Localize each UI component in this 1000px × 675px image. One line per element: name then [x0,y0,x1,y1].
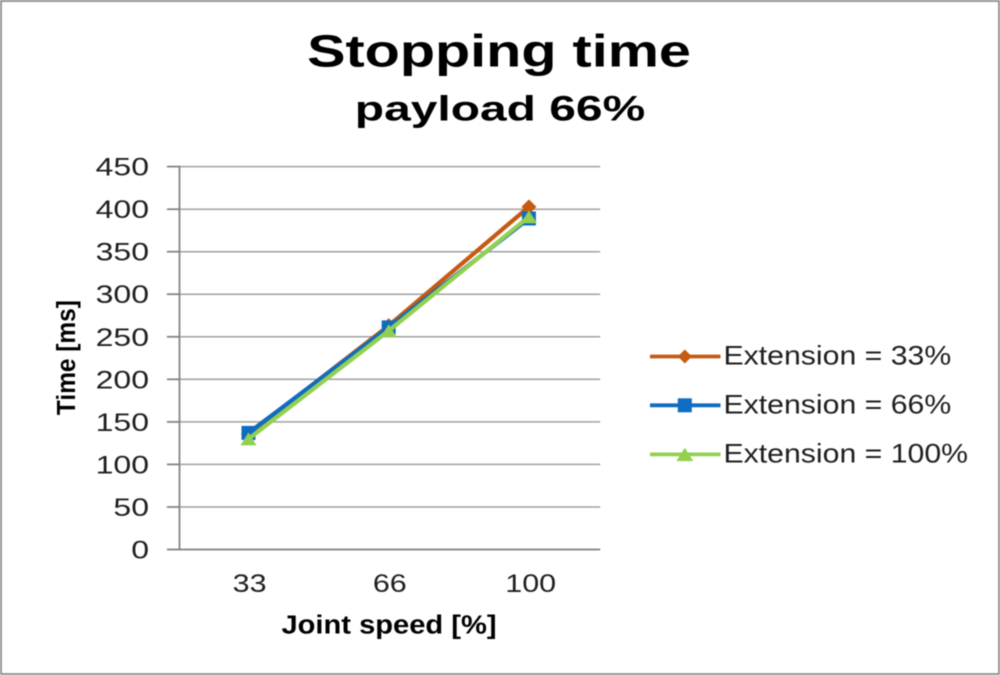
svg-text:33: 33 [233,570,267,598]
svg-text:200: 200 [96,367,149,395]
svg-text:50: 50 [113,494,149,522]
svg-text:payload 66%: payload 66% [355,89,645,128]
svg-text:250: 250 [96,324,149,352]
svg-text:Extension = 66%: Extension = 66% [724,390,952,420]
svg-text:100: 100 [505,570,556,598]
svg-text:Joint speed [%]: Joint speed [%] [281,610,496,639]
svg-text:100: 100 [96,452,149,480]
svg-text:450: 450 [96,154,149,182]
svg-text:300: 300 [96,281,149,309]
svg-text:400: 400 [96,196,149,224]
svg-text:Time [ms]: Time [ms] [52,300,81,415]
svg-text:66: 66 [373,570,407,598]
svg-text:Stopping time: Stopping time [307,26,691,76]
svg-text:150: 150 [96,409,149,437]
svg-text:Extension = 33%: Extension = 33% [724,341,952,371]
svg-text:350: 350 [96,239,149,267]
svg-text:0: 0 [131,537,149,565]
svg-text:Extension = 100%: Extension = 100% [724,439,969,469]
